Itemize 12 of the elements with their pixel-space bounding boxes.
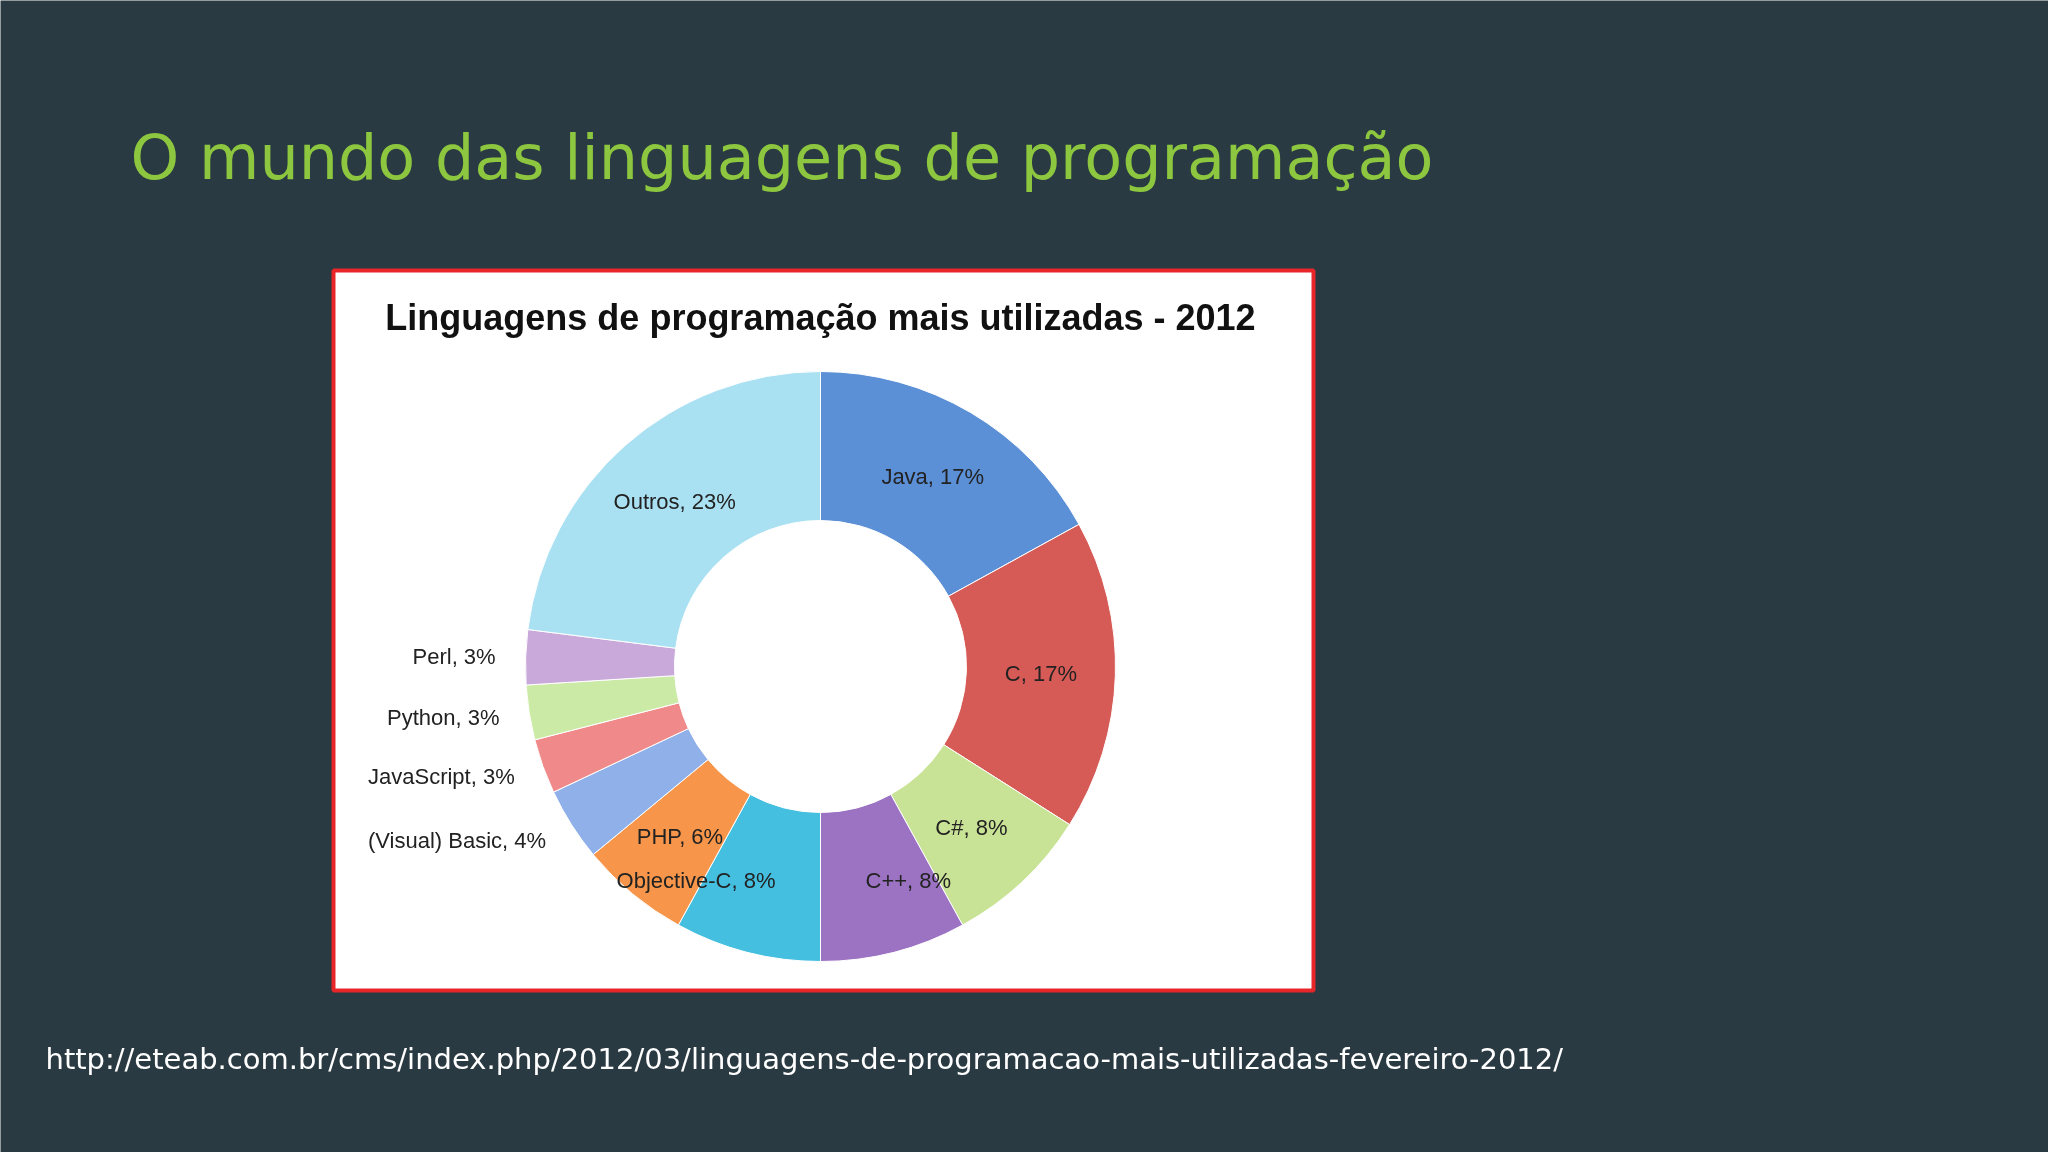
slice-label: PHP, 6%: [636, 823, 724, 849]
slice-label: Python, 3%: [386, 704, 500, 730]
chart-subtitle: Linguagens de programação mais utilizadas - 2012: [385, 297, 1256, 338]
slice-label: C, 17%: [1004, 660, 1077, 686]
slice-label: Java, 17%: [881, 464, 985, 490]
slice-label: (Visual) Basic, 4%: [367, 828, 547, 854]
slice-label: JavaScript, 3%: [367, 764, 515, 790]
slice-label: Perl, 3%: [412, 643, 496, 669]
chart-title: O mundo das linguagens de programação: [130, 121, 1434, 194]
slice-label: Outros, 23%: [613, 488, 736, 514]
slice-label: C#, 8%: [935, 814, 1008, 840]
text: http://eteab.com.br/cms/index.php/2012/03/linguagens-de-programacao-mais-utilizadas-fevereiro-2012/: [45, 1041, 1564, 1076]
